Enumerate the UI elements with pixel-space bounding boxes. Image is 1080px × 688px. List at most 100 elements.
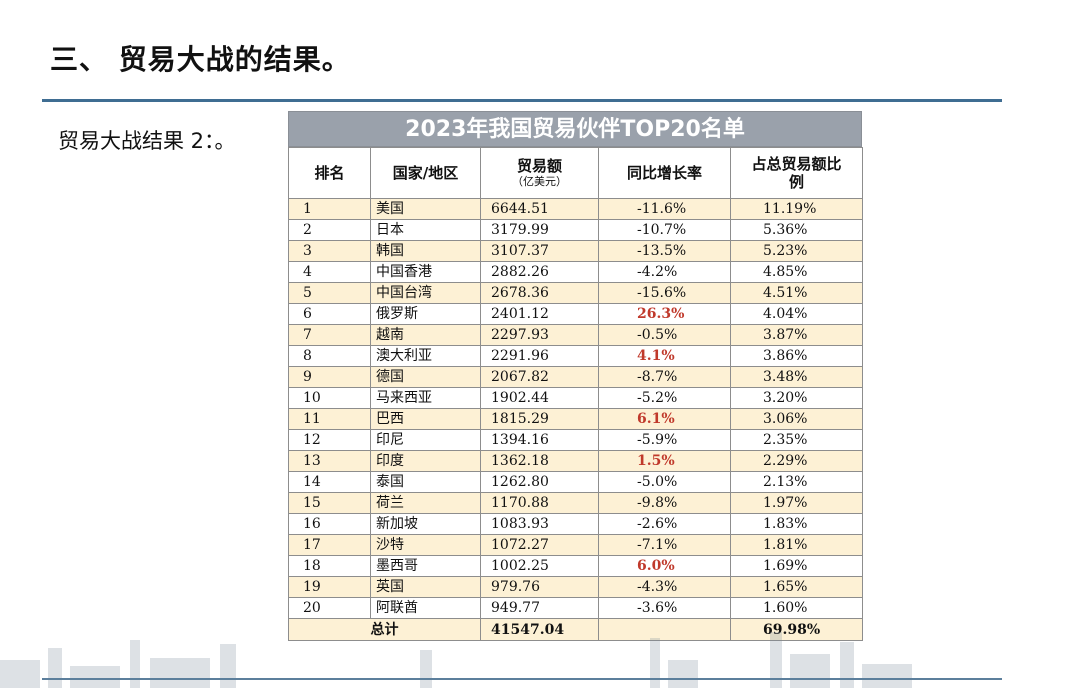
- growth-cell: -15.6%: [598, 282, 731, 304]
- header-row: 排名 国家/地区 贸易额 （亿美元） 同比增长率 占总贸易额比例: [288, 147, 863, 199]
- amount-cell: 1170.88: [480, 492, 599, 514]
- total-row: 总计 41547.04 69.98%: [288, 618, 863, 641]
- table-row: 19 英国 979.76 -4.3% 1.65%: [288, 576, 863, 598]
- table-row: 18 墨西哥 1002.25 6.0% 1.69%: [288, 555, 863, 577]
- share-cell: 3.20%: [730, 387, 863, 409]
- header-share: 占总贸易额比例: [730, 147, 863, 199]
- amount-cell: 2678.36: [480, 282, 599, 304]
- table-row: 8 澳大利亚 2291.96 4.1% 3.86%: [288, 345, 863, 367]
- rank-cell: 16: [288, 513, 371, 535]
- country-cell: 墨西哥: [370, 555, 481, 577]
- table-row: 1 美国 6644.51 -11.6% 11.19%: [288, 198, 863, 220]
- growth-cell: 26.3%: [598, 303, 731, 325]
- table-row: 17 沙特 1072.27 -7.1% 1.81%: [288, 534, 863, 556]
- share-cell: 3.86%: [730, 345, 863, 367]
- share-cell: 1.97%: [730, 492, 863, 514]
- share-cell: 1.69%: [730, 555, 863, 577]
- country-cell: 日本: [370, 219, 481, 241]
- country-cell: 越南: [370, 324, 481, 346]
- share-cell: 3.06%: [730, 408, 863, 430]
- amount-cell: 1072.27: [480, 534, 599, 556]
- country-cell: 荷兰: [370, 492, 481, 514]
- header-amount: 贸易额 （亿美元）: [480, 147, 599, 199]
- share-cell: 3.48%: [730, 366, 863, 388]
- rank-cell: 5: [288, 282, 371, 304]
- country-cell: 巴西: [370, 408, 481, 430]
- page-title: 三、 贸易大战的结果。: [50, 43, 351, 76]
- amount-cell: 979.76: [480, 576, 599, 598]
- table-row: 20 阿联酋 949.77 -3.6% 1.60%: [288, 597, 863, 619]
- header-rank: 排名: [288, 147, 371, 199]
- share-cell: 2.35%: [730, 429, 863, 451]
- rank-cell: 10: [288, 387, 371, 409]
- country-cell: 新加坡: [370, 513, 481, 535]
- country-cell: 印度: [370, 450, 481, 472]
- table-row: 6 俄罗斯 2401.12 26.3% 4.04%: [288, 303, 863, 325]
- growth-cell: -9.8%: [598, 492, 731, 514]
- growth-cell: -10.7%: [598, 219, 731, 241]
- amount-cell: 2401.12: [480, 303, 599, 325]
- amount-cell: 2067.82: [480, 366, 599, 388]
- share-cell: 1.81%: [730, 534, 863, 556]
- footer-divider: [42, 678, 1002, 680]
- country-cell: 泰国: [370, 471, 481, 493]
- header-growth: 同比增长率: [598, 147, 731, 199]
- share-cell: 4.04%: [730, 303, 863, 325]
- rank-cell: 18: [288, 555, 371, 577]
- share-cell: 2.29%: [730, 450, 863, 472]
- growth-cell: -3.6%: [598, 597, 731, 619]
- table-row: 12 印尼 1394.16 -5.9% 2.35%: [288, 429, 863, 451]
- share-cell: 3.87%: [730, 324, 863, 346]
- country-cell: 俄罗斯: [370, 303, 481, 325]
- amount-cell: 3107.37: [480, 240, 599, 262]
- country-cell: 印尼: [370, 429, 481, 451]
- total-amount: 41547.04: [480, 618, 599, 641]
- total-share: 69.98%: [730, 618, 863, 641]
- growth-cell: -4.3%: [598, 576, 731, 598]
- country-cell: 英国: [370, 576, 481, 598]
- growth-cell: 6.0%: [598, 555, 731, 577]
- table-row: 4 中国香港 2882.26 -4.2% 4.85%: [288, 261, 863, 283]
- rank-cell: 15: [288, 492, 371, 514]
- growth-cell: -11.6%: [598, 198, 731, 220]
- table-row: 9 德国 2067.82 -8.7% 3.48%: [288, 366, 863, 388]
- table-row: 3 韩国 3107.37 -13.5% 5.23%: [288, 240, 863, 262]
- growth-cell: -13.5%: [598, 240, 731, 262]
- growth-cell: 4.1%: [598, 345, 731, 367]
- trade-partners-table: 2023年我国贸易伙伴TOP20名单 排名 国家/地区 贸易额 （亿美元） 同比…: [288, 111, 863, 648]
- share-cell: 2.13%: [730, 471, 863, 493]
- growth-cell: -5.2%: [598, 387, 731, 409]
- total-growth-empty: [598, 618, 731, 641]
- data-table: 排名 国家/地区 贸易额 （亿美元） 同比增长率 占总贸易额比例 1 美国 6644…: [288, 147, 863, 641]
- country-cell: 美国: [370, 198, 481, 220]
- growth-cell: -2.6%: [598, 513, 731, 535]
- country-cell: 中国香港: [370, 261, 481, 283]
- title-divider: [42, 99, 1002, 102]
- rank-cell: 2: [288, 219, 371, 241]
- country-cell: 阿联酋: [370, 597, 481, 619]
- table-row: 15 荷兰 1170.88 -9.8% 1.97%: [288, 492, 863, 514]
- country-cell: 德国: [370, 366, 481, 388]
- country-cell: 韩国: [370, 240, 481, 262]
- rank-cell: 13: [288, 450, 371, 472]
- table-body: 1 美国 6644.51 -11.6% 11.19% 2 日本 3179.99 -10.7% 5.…: [288, 198, 863, 619]
- amount-cell: 1083.93: [480, 513, 599, 535]
- growth-cell: 6.1%: [598, 408, 731, 430]
- header-amount-unit: （亿美元）: [512, 175, 567, 189]
- table-row: 14 泰国 1262.80 -5.0% 2.13%: [288, 471, 863, 493]
- rank-cell: 3: [288, 240, 371, 262]
- rank-cell: 9: [288, 366, 371, 388]
- amount-cell: 2291.96: [480, 345, 599, 367]
- share-cell: 11.19%: [730, 198, 863, 220]
- rank-cell: 6: [288, 303, 371, 325]
- table-row: 11 巴西 1815.29 6.1% 3.06%: [288, 408, 863, 430]
- rank-cell: 7: [288, 324, 371, 346]
- rank-cell: 4: [288, 261, 371, 283]
- country-cell: 沙特: [370, 534, 481, 556]
- share-cell: 4.85%: [730, 261, 863, 283]
- slide-subtitle: 贸易大战结果 2：。: [58, 129, 236, 153]
- share-cell: 4.51%: [730, 282, 863, 304]
- rank-cell: 8: [288, 345, 371, 367]
- country-cell: 中国台湾: [370, 282, 481, 304]
- table-row: 10 马来西亚 1902.44 -5.2% 3.20%: [288, 387, 863, 409]
